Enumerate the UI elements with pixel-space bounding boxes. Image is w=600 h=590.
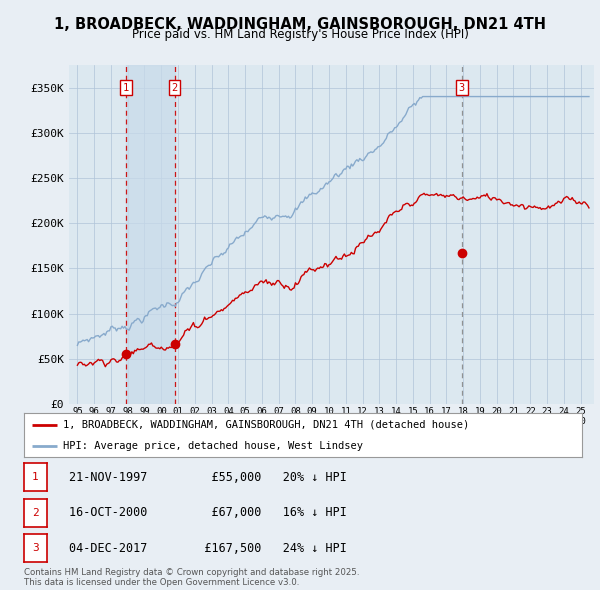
Bar xyxy=(126,65,175,404)
Text: 1, BROADBECK, WADDINGHAM, GAINSBOROUGH, DN21 4TH: 1, BROADBECK, WADDINGHAM, GAINSBOROUGH, … xyxy=(54,17,546,31)
Text: 3: 3 xyxy=(459,83,465,93)
Text: 1: 1 xyxy=(123,83,129,93)
Text: 21-NOV-1997         £55,000   20% ↓ HPI: 21-NOV-1997 £55,000 20% ↓ HPI xyxy=(69,471,347,484)
Text: 04-DEC-2017        £167,500   24% ↓ HPI: 04-DEC-2017 £167,500 24% ↓ HPI xyxy=(69,542,347,555)
Text: 1, BROADBECK, WADDINGHAM, GAINSBOROUGH, DN21 4TH (detached house): 1, BROADBECK, WADDINGHAM, GAINSBOROUGH, … xyxy=(63,420,469,430)
Text: 2: 2 xyxy=(172,83,178,93)
Text: 3: 3 xyxy=(32,543,39,553)
Text: Contains HM Land Registry data © Crown copyright and database right 2025.
This d: Contains HM Land Registry data © Crown c… xyxy=(24,568,359,587)
Text: HPI: Average price, detached house, West Lindsey: HPI: Average price, detached house, West… xyxy=(63,441,363,451)
Text: 1: 1 xyxy=(32,473,39,482)
Text: 16-OCT-2000         £67,000   16% ↓ HPI: 16-OCT-2000 £67,000 16% ↓ HPI xyxy=(69,506,347,519)
Text: 2: 2 xyxy=(32,508,39,517)
Text: Price paid vs. HM Land Registry's House Price Index (HPI): Price paid vs. HM Land Registry's House … xyxy=(131,28,469,41)
